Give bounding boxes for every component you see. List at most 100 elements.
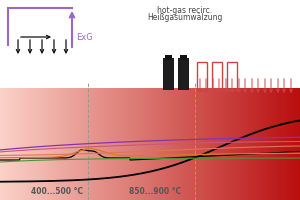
Bar (227, 62, 237, 90)
Bar (165, 55, 172, 60)
Bar (272, 88, 274, 200)
Bar (0, 88, 2, 200)
Text: hot-gas recirc.: hot-gas recirc. (158, 6, 213, 15)
Bar (213, 88, 215, 200)
Bar (250, 88, 253, 200)
Bar (150, 88, 152, 200)
Bar (274, 88, 277, 200)
Bar (57, 88, 59, 200)
Bar (6, 88, 8, 200)
Bar (27, 88, 29, 200)
Bar (159, 88, 161, 200)
Bar (11, 88, 13, 200)
Bar (164, 88, 166, 200)
Bar (196, 88, 199, 200)
Bar (234, 88, 236, 200)
Bar (46, 88, 49, 200)
Bar (219, 88, 221, 200)
Bar (192, 88, 194, 200)
Bar (189, 88, 191, 200)
Bar (148, 88, 151, 200)
Bar (158, 88, 160, 200)
Bar (136, 88, 139, 200)
Bar (252, 88, 254, 200)
Bar (182, 88, 184, 200)
Bar (146, 88, 148, 200)
Bar (88, 88, 91, 200)
Bar (60, 88, 62, 200)
Bar (26, 88, 28, 200)
Bar (278, 88, 280, 200)
Bar (180, 88, 182, 200)
Bar (132, 88, 134, 200)
Bar (81, 88, 83, 200)
Bar (44, 88, 46, 200)
Bar (98, 88, 100, 200)
Bar (186, 88, 188, 200)
Bar (249, 88, 251, 200)
Bar (197, 62, 207, 90)
Bar (68, 88, 70, 200)
Bar (214, 88, 217, 200)
Bar (168, 88, 170, 200)
Bar (201, 88, 203, 200)
Bar (216, 88, 218, 200)
Bar (204, 88, 206, 200)
Bar (84, 88, 86, 200)
Bar (153, 88, 155, 200)
Bar (42, 88, 44, 200)
Bar (236, 88, 238, 200)
Bar (4, 88, 7, 200)
Bar (118, 88, 121, 200)
Bar (9, 88, 11, 200)
Bar (3, 88, 5, 200)
Bar (20, 88, 22, 200)
Bar (128, 88, 130, 200)
Bar (36, 88, 38, 200)
Bar (74, 88, 76, 200)
Bar (264, 88, 266, 200)
Bar (261, 88, 263, 200)
Bar (202, 88, 205, 200)
Bar (2, 88, 4, 200)
Bar (50, 88, 52, 200)
Bar (56, 88, 58, 200)
Bar (212, 62, 222, 90)
Bar (210, 88, 212, 200)
Text: 850...900 °C: 850...900 °C (129, 187, 181, 196)
Bar (106, 88, 109, 200)
Bar (172, 88, 175, 200)
Bar (39, 88, 41, 200)
Bar (296, 88, 298, 200)
Bar (218, 88, 220, 200)
Bar (134, 88, 136, 200)
Bar (194, 88, 196, 200)
Bar (122, 88, 124, 200)
Bar (69, 88, 71, 200)
Bar (138, 88, 140, 200)
Bar (16, 88, 19, 200)
Bar (174, 88, 176, 200)
Bar (123, 88, 125, 200)
Bar (54, 88, 56, 200)
Bar (298, 88, 300, 200)
Bar (80, 88, 82, 200)
Bar (15, 88, 17, 200)
Bar (292, 88, 295, 200)
Bar (163, 58, 174, 90)
Bar (254, 88, 256, 200)
Bar (48, 88, 50, 200)
Bar (103, 88, 106, 200)
Bar (100, 88, 103, 200)
Bar (130, 88, 133, 200)
Bar (171, 88, 173, 200)
Bar (206, 88, 208, 200)
Bar (280, 88, 283, 200)
Bar (129, 88, 131, 200)
Bar (279, 88, 281, 200)
Bar (198, 88, 200, 200)
Bar (117, 88, 119, 200)
Bar (190, 88, 193, 200)
Bar (270, 88, 272, 200)
Bar (114, 88, 116, 200)
